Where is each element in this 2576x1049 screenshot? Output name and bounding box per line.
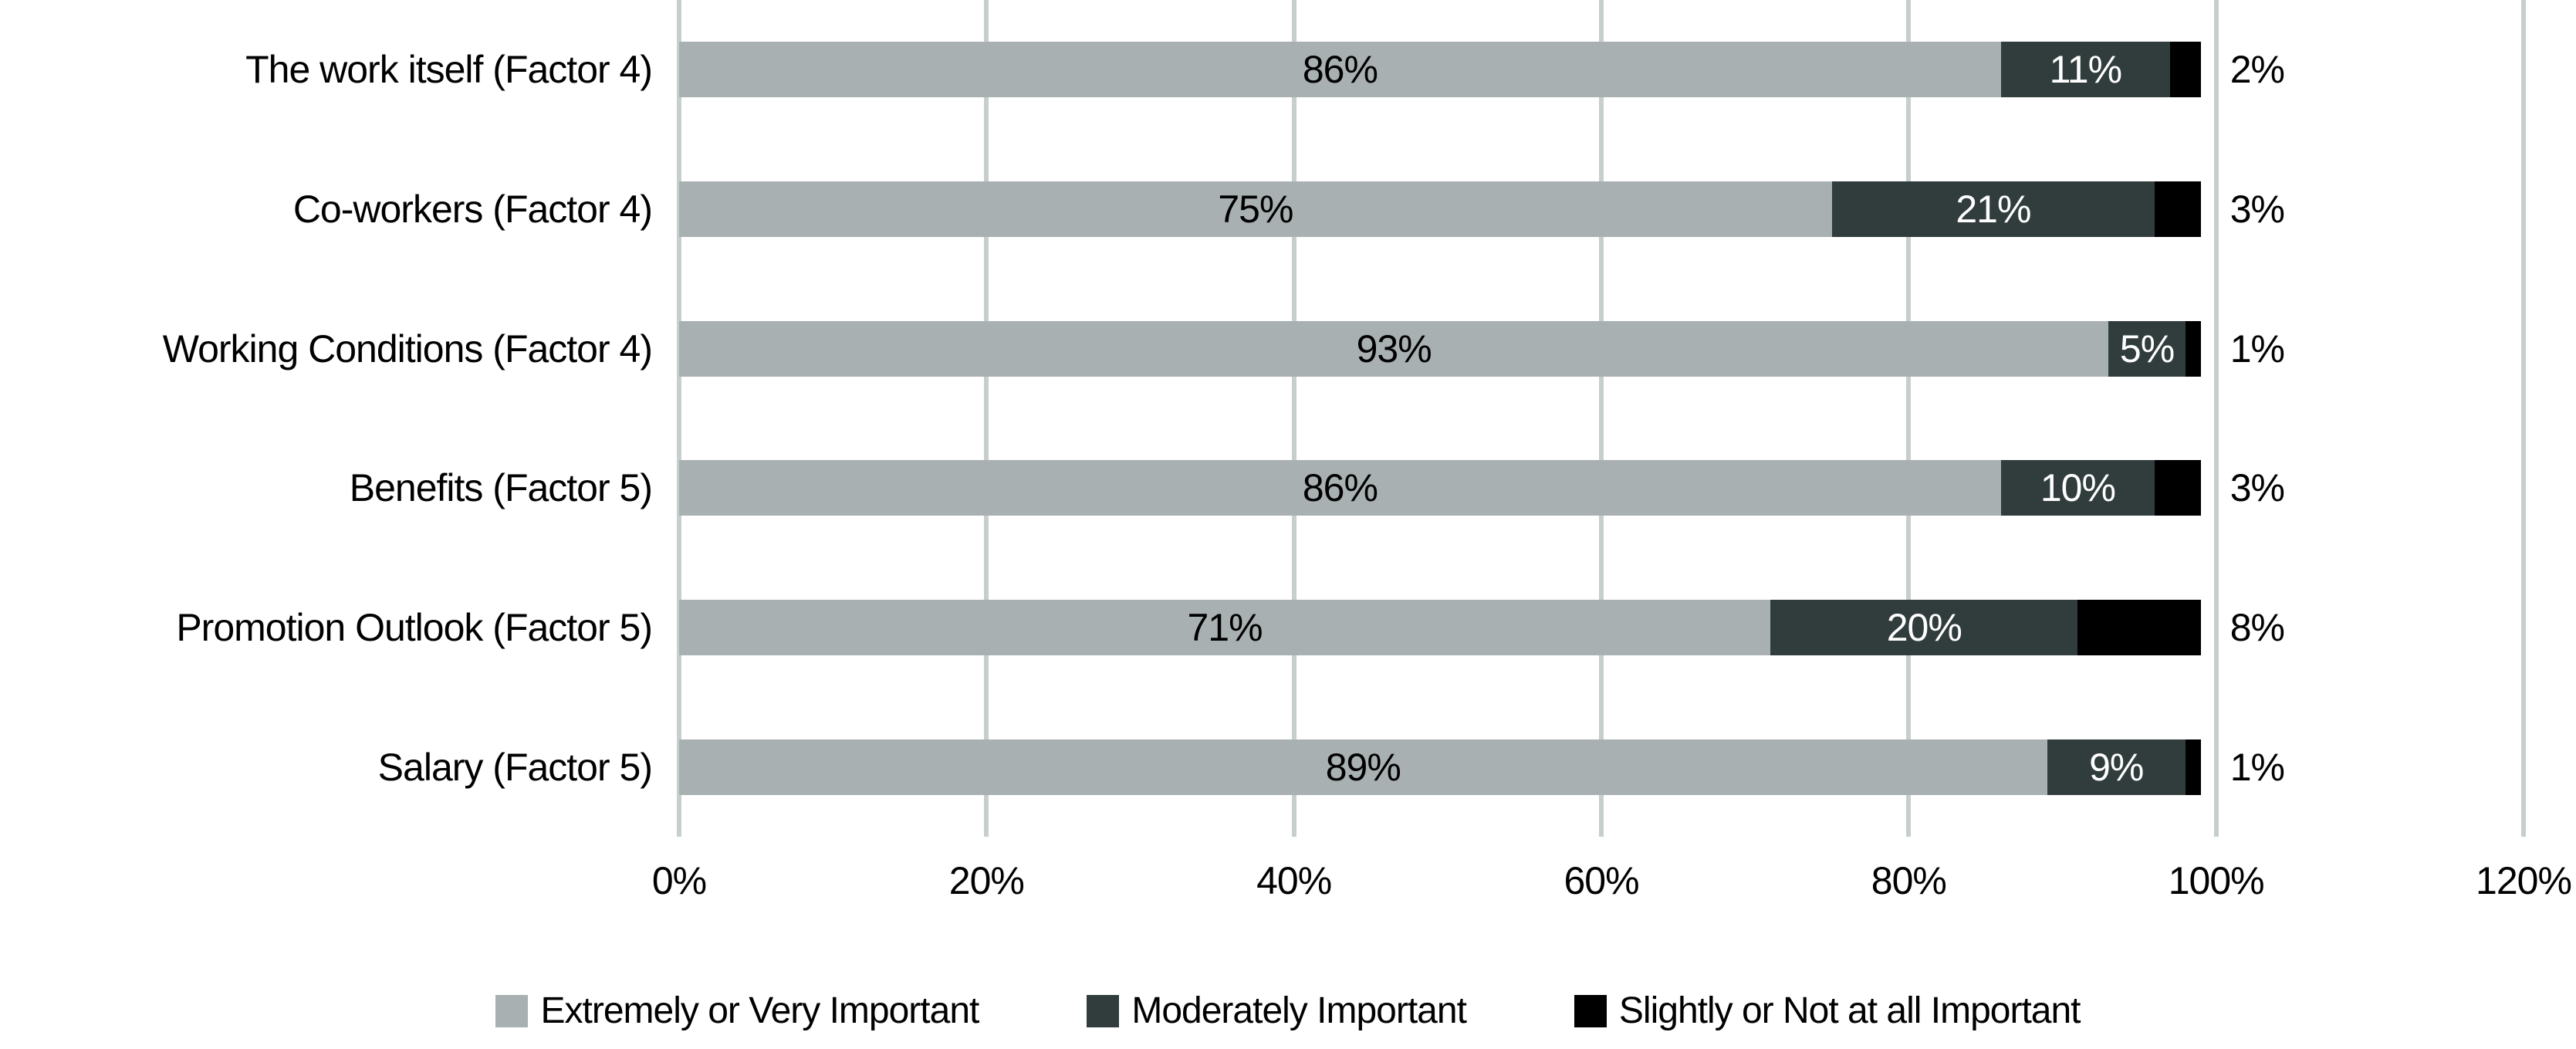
x-tick-label-80: 80% bbox=[1871, 859, 1947, 902]
bar-segment-extremely-or-very-important: 75% bbox=[679, 181, 1832, 237]
segment-value-label: 20% bbox=[1886, 606, 1962, 649]
gridline-120 bbox=[2521, 0, 2526, 837]
x-tick-label-0: 0% bbox=[651, 859, 707, 902]
bar-segment-moderately-important: 21% bbox=[1831, 181, 2155, 237]
category-label-the-work-itself-factor-4: The work itself (Factor 4) bbox=[245, 48, 653, 92]
segment-value-label: 89% bbox=[1325, 745, 1401, 789]
outside-value-label: 3% bbox=[2229, 188, 2285, 231]
gridline-100 bbox=[2213, 0, 2219, 837]
category-label-promotion-outlook-factor-5: Promotion Outlook (Factor 5) bbox=[176, 605, 653, 649]
outside-value-label: 1% bbox=[2229, 745, 2285, 789]
legend-swatch-icon bbox=[1574, 994, 1607, 1027]
legend-item-slightly-or-not-at-all-important: Slightly or Not at all Important bbox=[1574, 990, 2081, 1032]
bar-segment-slightly-or-not-at-all-important bbox=[2185, 320, 2201, 377]
bar-segment-slightly-or-not-at-all-important bbox=[2154, 460, 2201, 516]
x-tick-label-120: 120% bbox=[2476, 859, 2572, 902]
x-tick-label-40: 40% bbox=[1256, 859, 1332, 902]
bar-segment-slightly-or-not-at-all-important bbox=[2169, 42, 2201, 98]
bar-row-co-workers-factor-4: 75% 21% 3% bbox=[679, 181, 2524, 237]
x-tick-label-60: 60% bbox=[1564, 859, 1639, 902]
bar-row-promotion-outlook-factor-5: 71% 20% 8% bbox=[679, 600, 2524, 655]
segment-value-label: 21% bbox=[1956, 188, 2031, 231]
bar-segment-moderately-important: 20% bbox=[1770, 600, 2078, 655]
outside-value-label: 2% bbox=[2229, 48, 2285, 92]
x-tick-label-20: 20% bbox=[948, 859, 1025, 902]
bar-segment-moderately-important: 11% bbox=[2000, 42, 2170, 98]
category-label-co-workers-factor-4: Co-workers (Factor 4) bbox=[292, 187, 653, 231]
segment-value-label: 10% bbox=[2040, 466, 2116, 510]
legend-item-extremely-or-very-important: Extremely or Very Important bbox=[495, 990, 979, 1032]
plot-area: 86% 11% 2% 75% 21% 3% 93% 5% 1% 86% 10% 3% 71% 20% 8% 8… bbox=[677, 0, 2526, 837]
bar-segment-moderately-important: 9% bbox=[2047, 739, 2186, 795]
segment-value-label: 75% bbox=[1218, 188, 1293, 231]
segment-value-label: 5% bbox=[2119, 327, 2175, 371]
outside-value-label: 3% bbox=[2229, 466, 2285, 510]
category-label-salary-factor-5: Salary (Factor 5) bbox=[377, 745, 653, 789]
segment-value-label: 71% bbox=[1187, 606, 1263, 649]
legend-swatch-icon bbox=[1087, 994, 1120, 1027]
bar-segment-extremely-or-very-important: 86% bbox=[679, 460, 2001, 516]
segment-value-label: 86% bbox=[1302, 48, 1378, 92]
x-tick-label-100: 100% bbox=[2168, 859, 2265, 902]
gridline-60 bbox=[1599, 0, 1604, 837]
legend-swatch-icon bbox=[495, 994, 529, 1027]
gridline-0 bbox=[677, 0, 681, 837]
gridline-20 bbox=[984, 0, 989, 837]
gridline-80 bbox=[1906, 0, 1912, 837]
outside-value-label: 1% bbox=[2229, 327, 2285, 371]
legend-label: Slightly or Not at all Important bbox=[1618, 990, 2081, 1031]
bar-segment-extremely-or-very-important: 93% bbox=[679, 320, 2109, 377]
bar-row-benefits-factor-5: 86% 10% 3% bbox=[679, 460, 2524, 516]
bar-segment-moderately-important: 5% bbox=[2108, 320, 2186, 377]
x-axis: 0% 20% 40% 60% 80% 100% 120% bbox=[652, 858, 2572, 912]
bar-row-working-conditions-factor-4: 93% 5% 1% bbox=[679, 320, 2524, 377]
bar-segment-slightly-or-not-at-all-important bbox=[2077, 600, 2201, 655]
bar-row-the-work-itself-factor-4: 86% 11% 2% bbox=[679, 42, 2524, 98]
legend-label: Extremely or Very Important bbox=[540, 990, 979, 1031]
bar-segment-slightly-or-not-at-all-important bbox=[2185, 739, 2201, 795]
bar-segment-extremely-or-very-important: 86% bbox=[679, 42, 2001, 98]
segment-value-label: 11% bbox=[2049, 48, 2122, 92]
legend-item-moderately-important: Moderately Important bbox=[1087, 990, 1467, 1032]
category-axis: The work itself (Factor 4) Co-workers (Fa… bbox=[0, 0, 653, 837]
category-label-working-conditions-factor-4: Working Conditions (Factor 4) bbox=[162, 327, 653, 371]
gridline-40 bbox=[1291, 0, 1296, 837]
outside-value-label: 8% bbox=[2229, 606, 2285, 649]
legend: Extremely or Very Important Moderately Im… bbox=[0, 990, 2576, 1032]
bar-row-salary-factor-5: 89% 9% 1% bbox=[679, 739, 2524, 795]
bar-segment-slightly-or-not-at-all-important bbox=[2155, 181, 2201, 237]
segment-value-label: 86% bbox=[1302, 466, 1378, 510]
legend-label: Moderately Important bbox=[1131, 990, 1467, 1031]
bar-segment-moderately-important: 10% bbox=[2000, 460, 2155, 516]
category-label-benefits-factor-5: Benefits (Factor 5) bbox=[349, 466, 653, 510]
segment-value-label: 9% bbox=[2089, 745, 2144, 789]
bar-segment-extremely-or-very-important: 71% bbox=[679, 600, 1771, 655]
segment-value-label: 93% bbox=[1356, 327, 1432, 371]
bar-segment-extremely-or-very-important: 89% bbox=[679, 739, 2047, 795]
